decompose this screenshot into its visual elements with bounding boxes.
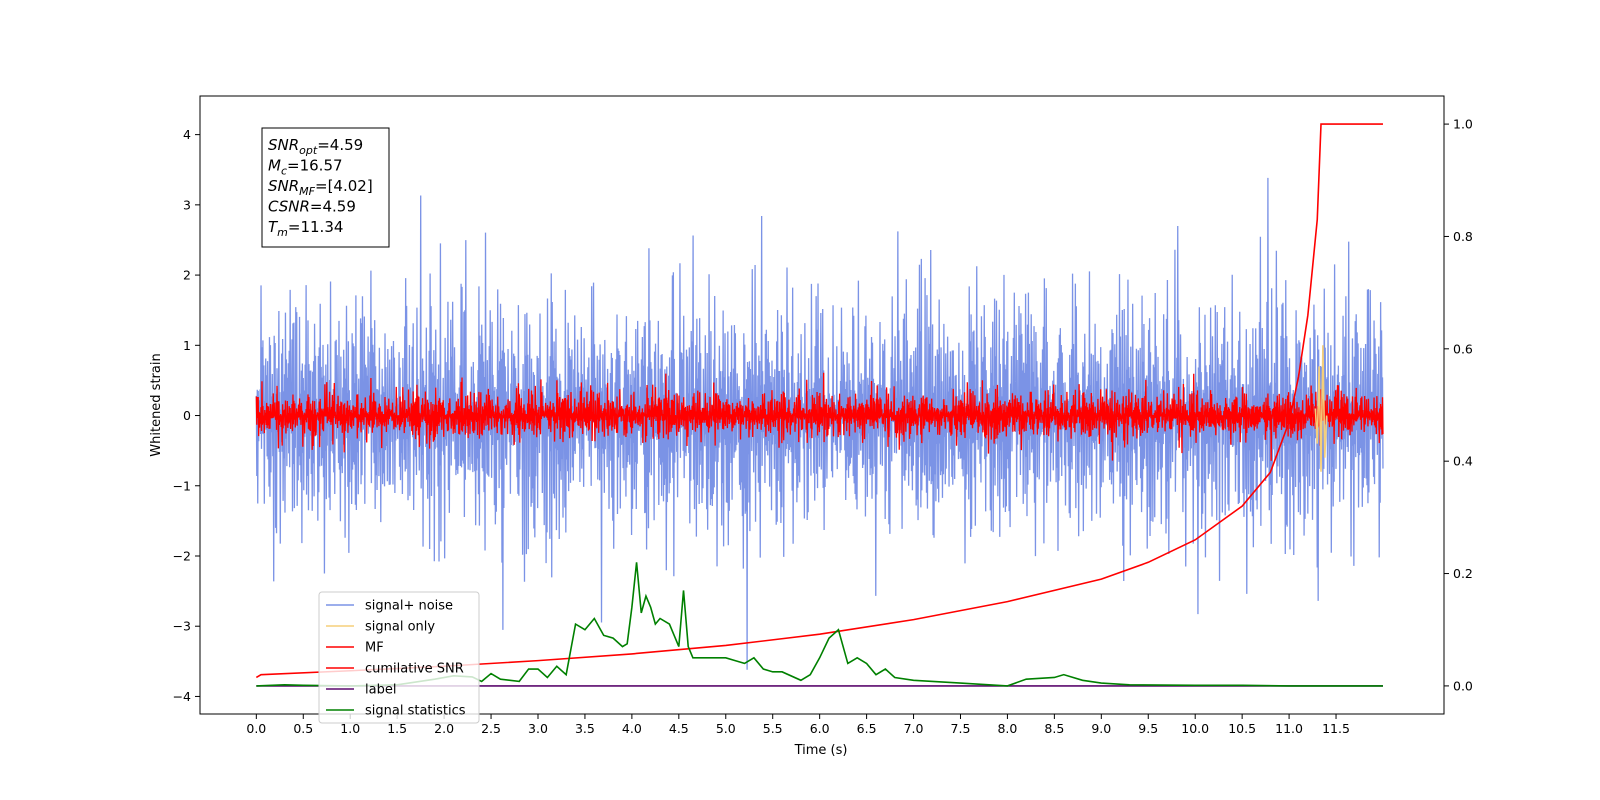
annotation-line: Mc=16.57 bbox=[268, 157, 343, 178]
x-tick-label: 2.0 bbox=[434, 721, 454, 736]
y-tick-label: 1 bbox=[183, 338, 191, 353]
plot-frame bbox=[199, 95, 1445, 715]
x-axis-label: Time (s) bbox=[794, 743, 848, 758]
x-tick-label: 2.5 bbox=[481, 721, 501, 736]
y-tick-label: −4 bbox=[173, 689, 191, 704]
y2-tick-label: 0.8 bbox=[1453, 229, 1473, 244]
y2-tick-label: 1.0 bbox=[1453, 117, 1473, 132]
annotation-frame bbox=[261, 127, 390, 248]
annotation-line: Tm=11.34 bbox=[268, 218, 343, 239]
x-tick-label: 10.0 bbox=[1181, 721, 1209, 736]
legend-entry-label: signal only bbox=[365, 620, 435, 635]
legend-entry-label: MF bbox=[365, 641, 384, 656]
y-tick-label: −1 bbox=[173, 478, 191, 493]
x-tick-label: 6.5 bbox=[857, 721, 877, 736]
y-tick-label: 3 bbox=[183, 197, 191, 212]
x-tick-label: 0.5 bbox=[293, 721, 313, 736]
x-tick-label: 1.0 bbox=[340, 721, 360, 736]
x-tick-label: 5.5 bbox=[763, 721, 783, 736]
x-axis: 0.0 0.5 1.0 1.5 2.0 2.5 3.0 3.5 4.0 4.5 5.0 5.5 6.0 6… bbox=[246, 714, 1350, 736]
legend: signal+ noise signal only MF cumilative SNR… bbox=[318, 591, 480, 724]
legend-entry-label: label bbox=[365, 683, 396, 698]
y-tick-label: −2 bbox=[173, 548, 191, 563]
x-tick-label: 3.5 bbox=[575, 721, 595, 736]
annotation-line: CSNR=4.59 bbox=[268, 198, 356, 216]
y-axis-right: 0.0 0.2 0.4 0.6 0.8 1.0 bbox=[1444, 117, 1473, 693]
x-tick-label: 8.0 bbox=[997, 721, 1017, 736]
x-tick-label: 3.0 bbox=[528, 721, 548, 736]
x-tick-label: 8.5 bbox=[1044, 721, 1064, 736]
annotation-line: SNRMF=[4.02] bbox=[268, 177, 373, 198]
y-tick-label: 4 bbox=[183, 127, 191, 142]
y-tick-label: 0 bbox=[183, 408, 191, 423]
series-cumilative-snr-line bbox=[255, 123, 1383, 679]
y-axis-label: Whitened strain bbox=[149, 353, 164, 456]
annotation-line: SNRopt=4.59 bbox=[268, 136, 363, 157]
x-tick-label: 1.5 bbox=[387, 721, 407, 736]
series-mf-line bbox=[255, 372, 1384, 461]
x-tick-label: 9.5 bbox=[1138, 721, 1158, 736]
x-tick-label: 7.5 bbox=[951, 721, 971, 736]
legend-frame bbox=[318, 591, 480, 724]
annotation-box: SNRopt=4.59Mc=16.57SNRMF=[4.02]CSNR=4.59… bbox=[261, 127, 390, 248]
x-tick-label: 4.0 bbox=[622, 721, 642, 736]
y2-tick-label: 0.6 bbox=[1453, 341, 1473, 356]
x-tick-label: 11.0 bbox=[1275, 721, 1303, 736]
x-tick-label: 6.0 bbox=[810, 721, 830, 736]
x-tick-label: 7.0 bbox=[904, 721, 924, 736]
x-tick-label: 11.5 bbox=[1322, 721, 1350, 736]
y-axis-left: −4 −3 −2 −1 0 1 2 3 4 bbox=[173, 127, 200, 704]
y-tick-label: 2 bbox=[183, 268, 191, 283]
y2-tick-label: 0.4 bbox=[1453, 454, 1473, 469]
plot-area bbox=[255, 123, 1384, 687]
y-tick-label: −3 bbox=[173, 619, 191, 634]
y2-tick-label: 0.2 bbox=[1453, 566, 1473, 581]
x-tick-label: 4.5 bbox=[669, 721, 689, 736]
x-tick-label: 9.0 bbox=[1091, 721, 1111, 736]
x-tick-label: 5.0 bbox=[716, 721, 736, 736]
x-tick-label: 0.0 bbox=[246, 721, 266, 736]
legend-entry-label: cumilative SNR bbox=[365, 662, 464, 677]
x-tick-label: 10.5 bbox=[1228, 721, 1256, 736]
legend-entry-label: signal statistics bbox=[365, 704, 466, 719]
series-signal-only-line bbox=[1314, 345, 1328, 472]
y2-tick-label: 0.0 bbox=[1453, 678, 1473, 693]
series-signal-statistics-line bbox=[256, 562, 1383, 687]
legend-entry-label: signal+ noise bbox=[365, 599, 453, 614]
